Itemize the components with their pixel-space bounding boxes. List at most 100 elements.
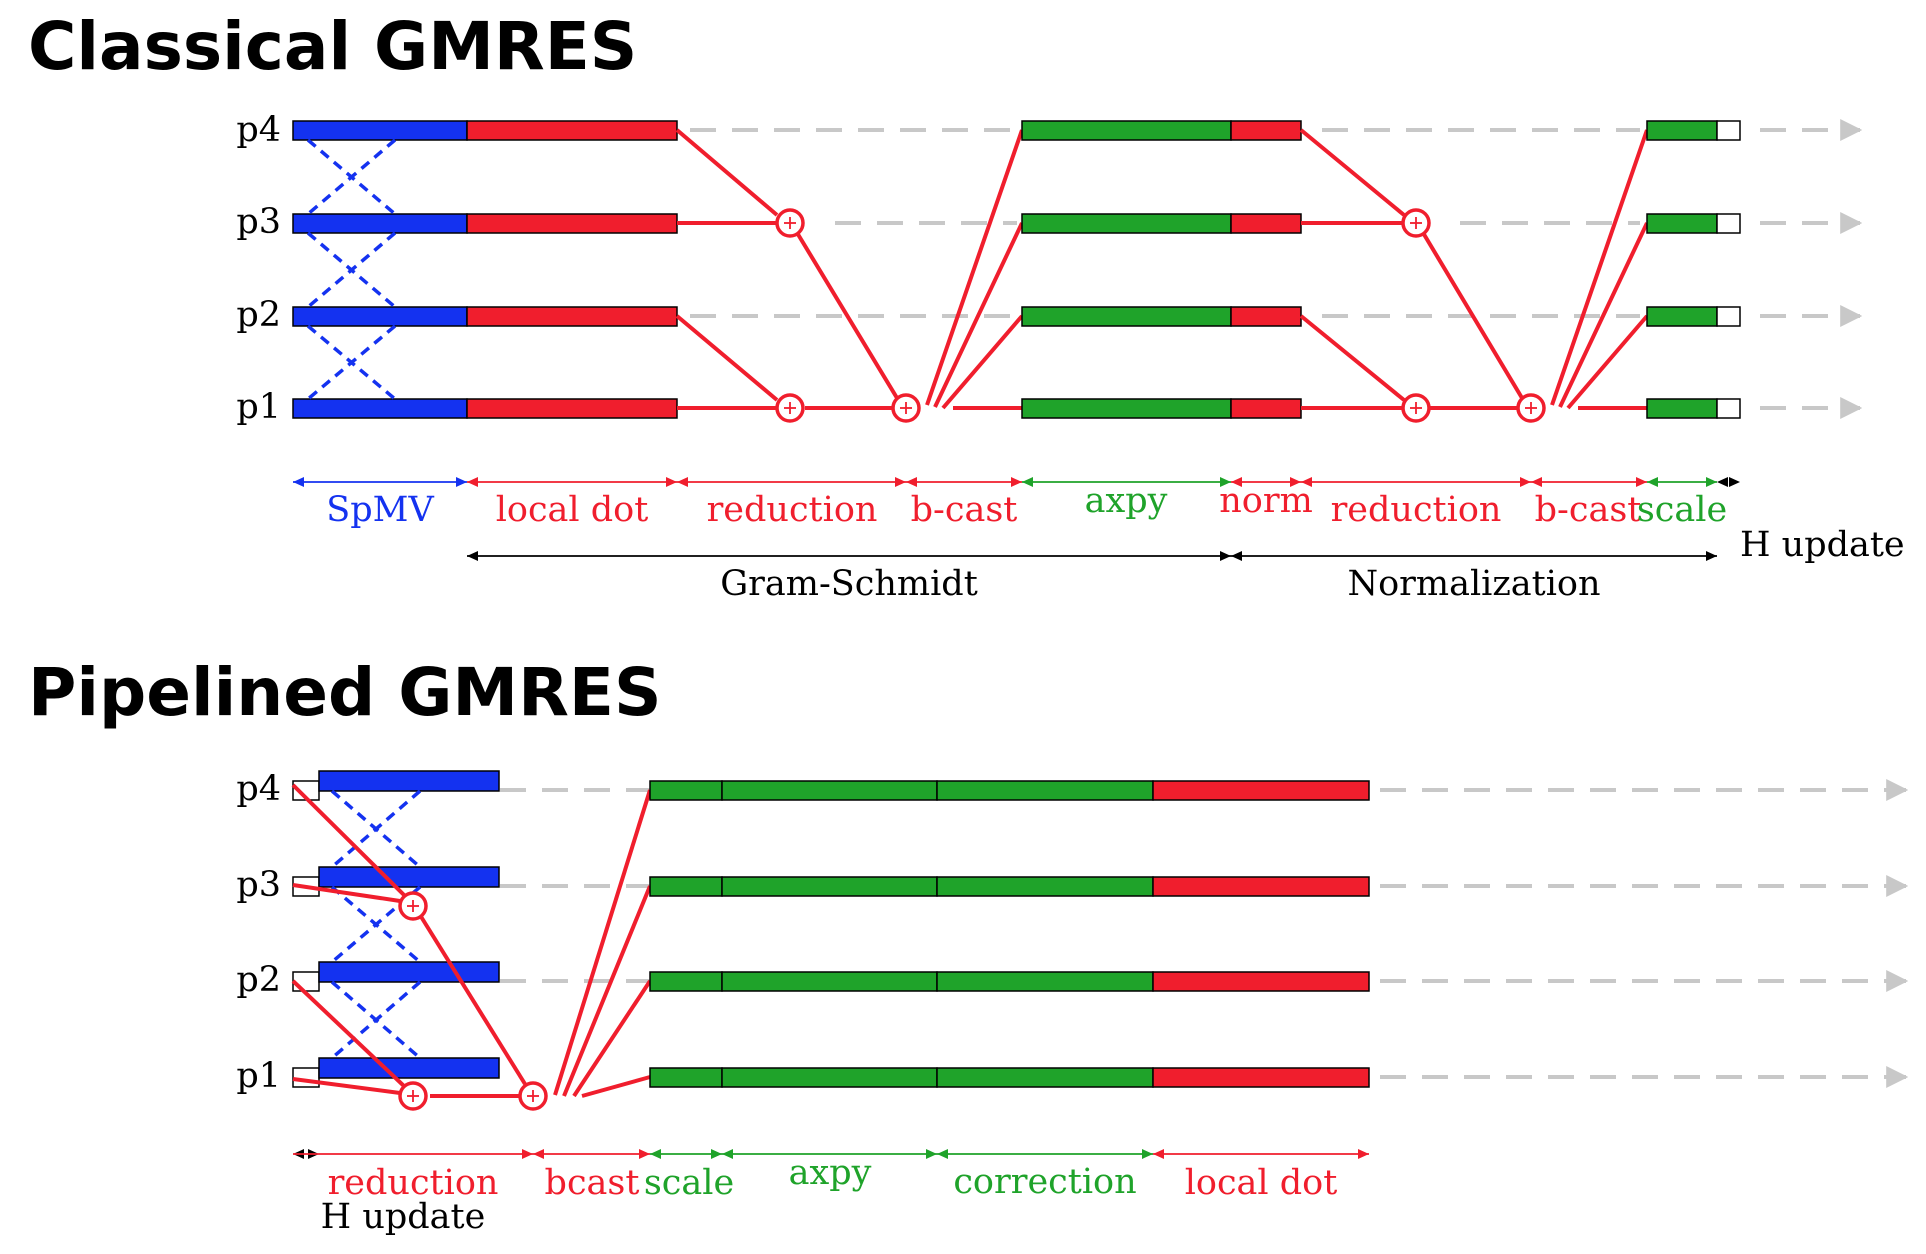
pipelined-spmv-bars bbox=[318, 770, 500, 1079]
local-dot-bar bbox=[466, 120, 678, 141]
local-dot-bar bbox=[1152, 876, 1370, 897]
phase-label-correction: correction bbox=[953, 1162, 1136, 1202]
h-update-bar bbox=[1716, 213, 1741, 234]
pipelined-process-label: p2 bbox=[236, 960, 281, 1000]
correction-bar bbox=[936, 780, 1154, 801]
classical-process-label: p4 bbox=[236, 110, 281, 150]
pipelined-spmv-communication bbox=[330, 789, 422, 1060]
axpy-bar bbox=[1021, 120, 1232, 141]
classical-phase-dimensions bbox=[293, 477, 1740, 487]
phase-label-local-dot: local dot bbox=[496, 490, 649, 530]
h-update-bar bbox=[1716, 398, 1741, 419]
spmv-bar bbox=[292, 213, 468, 234]
classical-local-dot-bars bbox=[466, 120, 678, 419]
reduction-plus-marks bbox=[1410, 217, 1537, 414]
scale-bar bbox=[649, 1067, 723, 1088]
scale-bar bbox=[649, 780, 723, 801]
local-dot-bar bbox=[1152, 971, 1370, 992]
classical-reduction-lines-2 bbox=[1299, 128, 1649, 410]
norm-bar bbox=[1230, 120, 1302, 141]
axpy-bar bbox=[1021, 213, 1232, 234]
phase-label-local-dot: local dot bbox=[1185, 1163, 1338, 1203]
scale-bar bbox=[1646, 306, 1718, 327]
classical-diagram: p4 p3 p2 p1 bbox=[236, 110, 1904, 604]
phase-label-scale: scale bbox=[1637, 490, 1727, 530]
local-dot-bar bbox=[466, 398, 678, 419]
pipelined-local-dot-bars bbox=[1152, 780, 1370, 1088]
pipelined-timeline-arrows bbox=[500, 779, 1909, 1088]
norm-bar bbox=[1230, 213, 1302, 234]
phase-label-h-update: H update bbox=[1740, 525, 1905, 565]
axpy-bar bbox=[721, 1067, 938, 1088]
axpy-bar bbox=[1021, 398, 1232, 419]
spmv-bar bbox=[318, 1057, 500, 1079]
phase-label-reduction: reduction bbox=[328, 1163, 499, 1203]
axpy-bar bbox=[1021, 306, 1232, 327]
axpy-bar bbox=[721, 876, 938, 897]
local-dot-bar bbox=[466, 213, 678, 234]
spmv-bar bbox=[292, 398, 468, 419]
phase-label-bcast: bcast bbox=[545, 1163, 640, 1203]
phase-label-reduction: reduction bbox=[1331, 490, 1502, 530]
spmv-bar bbox=[318, 866, 500, 888]
scale-bar bbox=[649, 971, 723, 992]
correction-bar bbox=[936, 876, 1154, 897]
pipelined-axpy-bars bbox=[649, 780, 1154, 1088]
pipelined-process-label: p1 bbox=[236, 1056, 281, 1096]
correction-bar bbox=[936, 971, 1154, 992]
classical-spmv-communication bbox=[306, 138, 397, 401]
classical-process-label: p1 bbox=[236, 387, 281, 427]
pipelined-diagram: p4 p3 p2 p1 bbox=[236, 769, 1909, 1237]
pipelined-gmres-title: Pipelined GMRES bbox=[28, 654, 662, 731]
local-dot-bar bbox=[1152, 780, 1370, 801]
phase-label-b-cast: b-cast bbox=[1535, 490, 1642, 530]
h-update-bar bbox=[1716, 120, 1741, 141]
classical-axpy-bars bbox=[1021, 120, 1232, 419]
scale-bar bbox=[1646, 120, 1718, 141]
classical-norm-bars bbox=[1230, 120, 1302, 419]
reduction-plus-marks bbox=[407, 900, 539, 1102]
classical-gmres-title: Classical GMRES bbox=[28, 8, 638, 85]
norm-bar bbox=[1230, 306, 1302, 327]
reduction-plus-marks bbox=[784, 217, 912, 414]
pipelined-process-label: p4 bbox=[236, 769, 281, 809]
phase-label-axpy: axpy bbox=[789, 1153, 872, 1193]
local-dot-bar bbox=[1152, 1067, 1370, 1088]
pipelined-reduction-lines bbox=[291, 783, 652, 1098]
spmv-bar bbox=[318, 770, 500, 792]
scale-bar bbox=[649, 876, 723, 897]
pipelined-phase-dimensions bbox=[293, 1149, 1369, 1159]
classical-spmv-bars bbox=[292, 120, 468, 419]
local-dot-bar bbox=[466, 306, 678, 327]
classical-h-update-bars bbox=[1716, 120, 1741, 419]
scale-bar bbox=[1646, 213, 1718, 234]
h-update-bar bbox=[292, 971, 320, 992]
phase-label-h-update: H update bbox=[321, 1197, 486, 1237]
classical-timeline-arrows bbox=[690, 119, 1863, 419]
classical-process-label: p2 bbox=[236, 295, 281, 335]
phase-label-spmv: SpMV bbox=[326, 490, 434, 530]
phase-label-axpy: axpy bbox=[1085, 481, 1168, 521]
norm-bar bbox=[1230, 398, 1302, 419]
spmv-bar bbox=[292, 120, 468, 141]
group-label-gram-schmidt: Gram-Schmidt bbox=[720, 564, 978, 604]
classical-process-label: p3 bbox=[236, 202, 281, 242]
correction-bar bbox=[936, 1067, 1154, 1088]
classical-scale-bars bbox=[1646, 120, 1718, 419]
axpy-bar bbox=[721, 780, 938, 801]
scale-bar bbox=[1646, 398, 1718, 419]
classical-group-dimensions bbox=[467, 551, 1717, 561]
pipelined-h-update-bars bbox=[292, 780, 320, 1088]
spmv-bar bbox=[318, 961, 500, 983]
spmv-bar bbox=[292, 306, 468, 327]
phase-label-scale: scale bbox=[644, 1163, 734, 1203]
phase-label-b-cast: b-cast bbox=[911, 490, 1018, 530]
phase-label-reduction: reduction bbox=[707, 490, 878, 530]
axpy-bar bbox=[721, 971, 938, 992]
group-label-normalization: Normalization bbox=[1347, 564, 1600, 604]
h-update-bar bbox=[1716, 306, 1741, 327]
classical-reduction-lines-1 bbox=[675, 128, 1024, 410]
pipelined-process-label: p3 bbox=[236, 865, 281, 905]
phase-label-norm: norm bbox=[1219, 481, 1313, 521]
